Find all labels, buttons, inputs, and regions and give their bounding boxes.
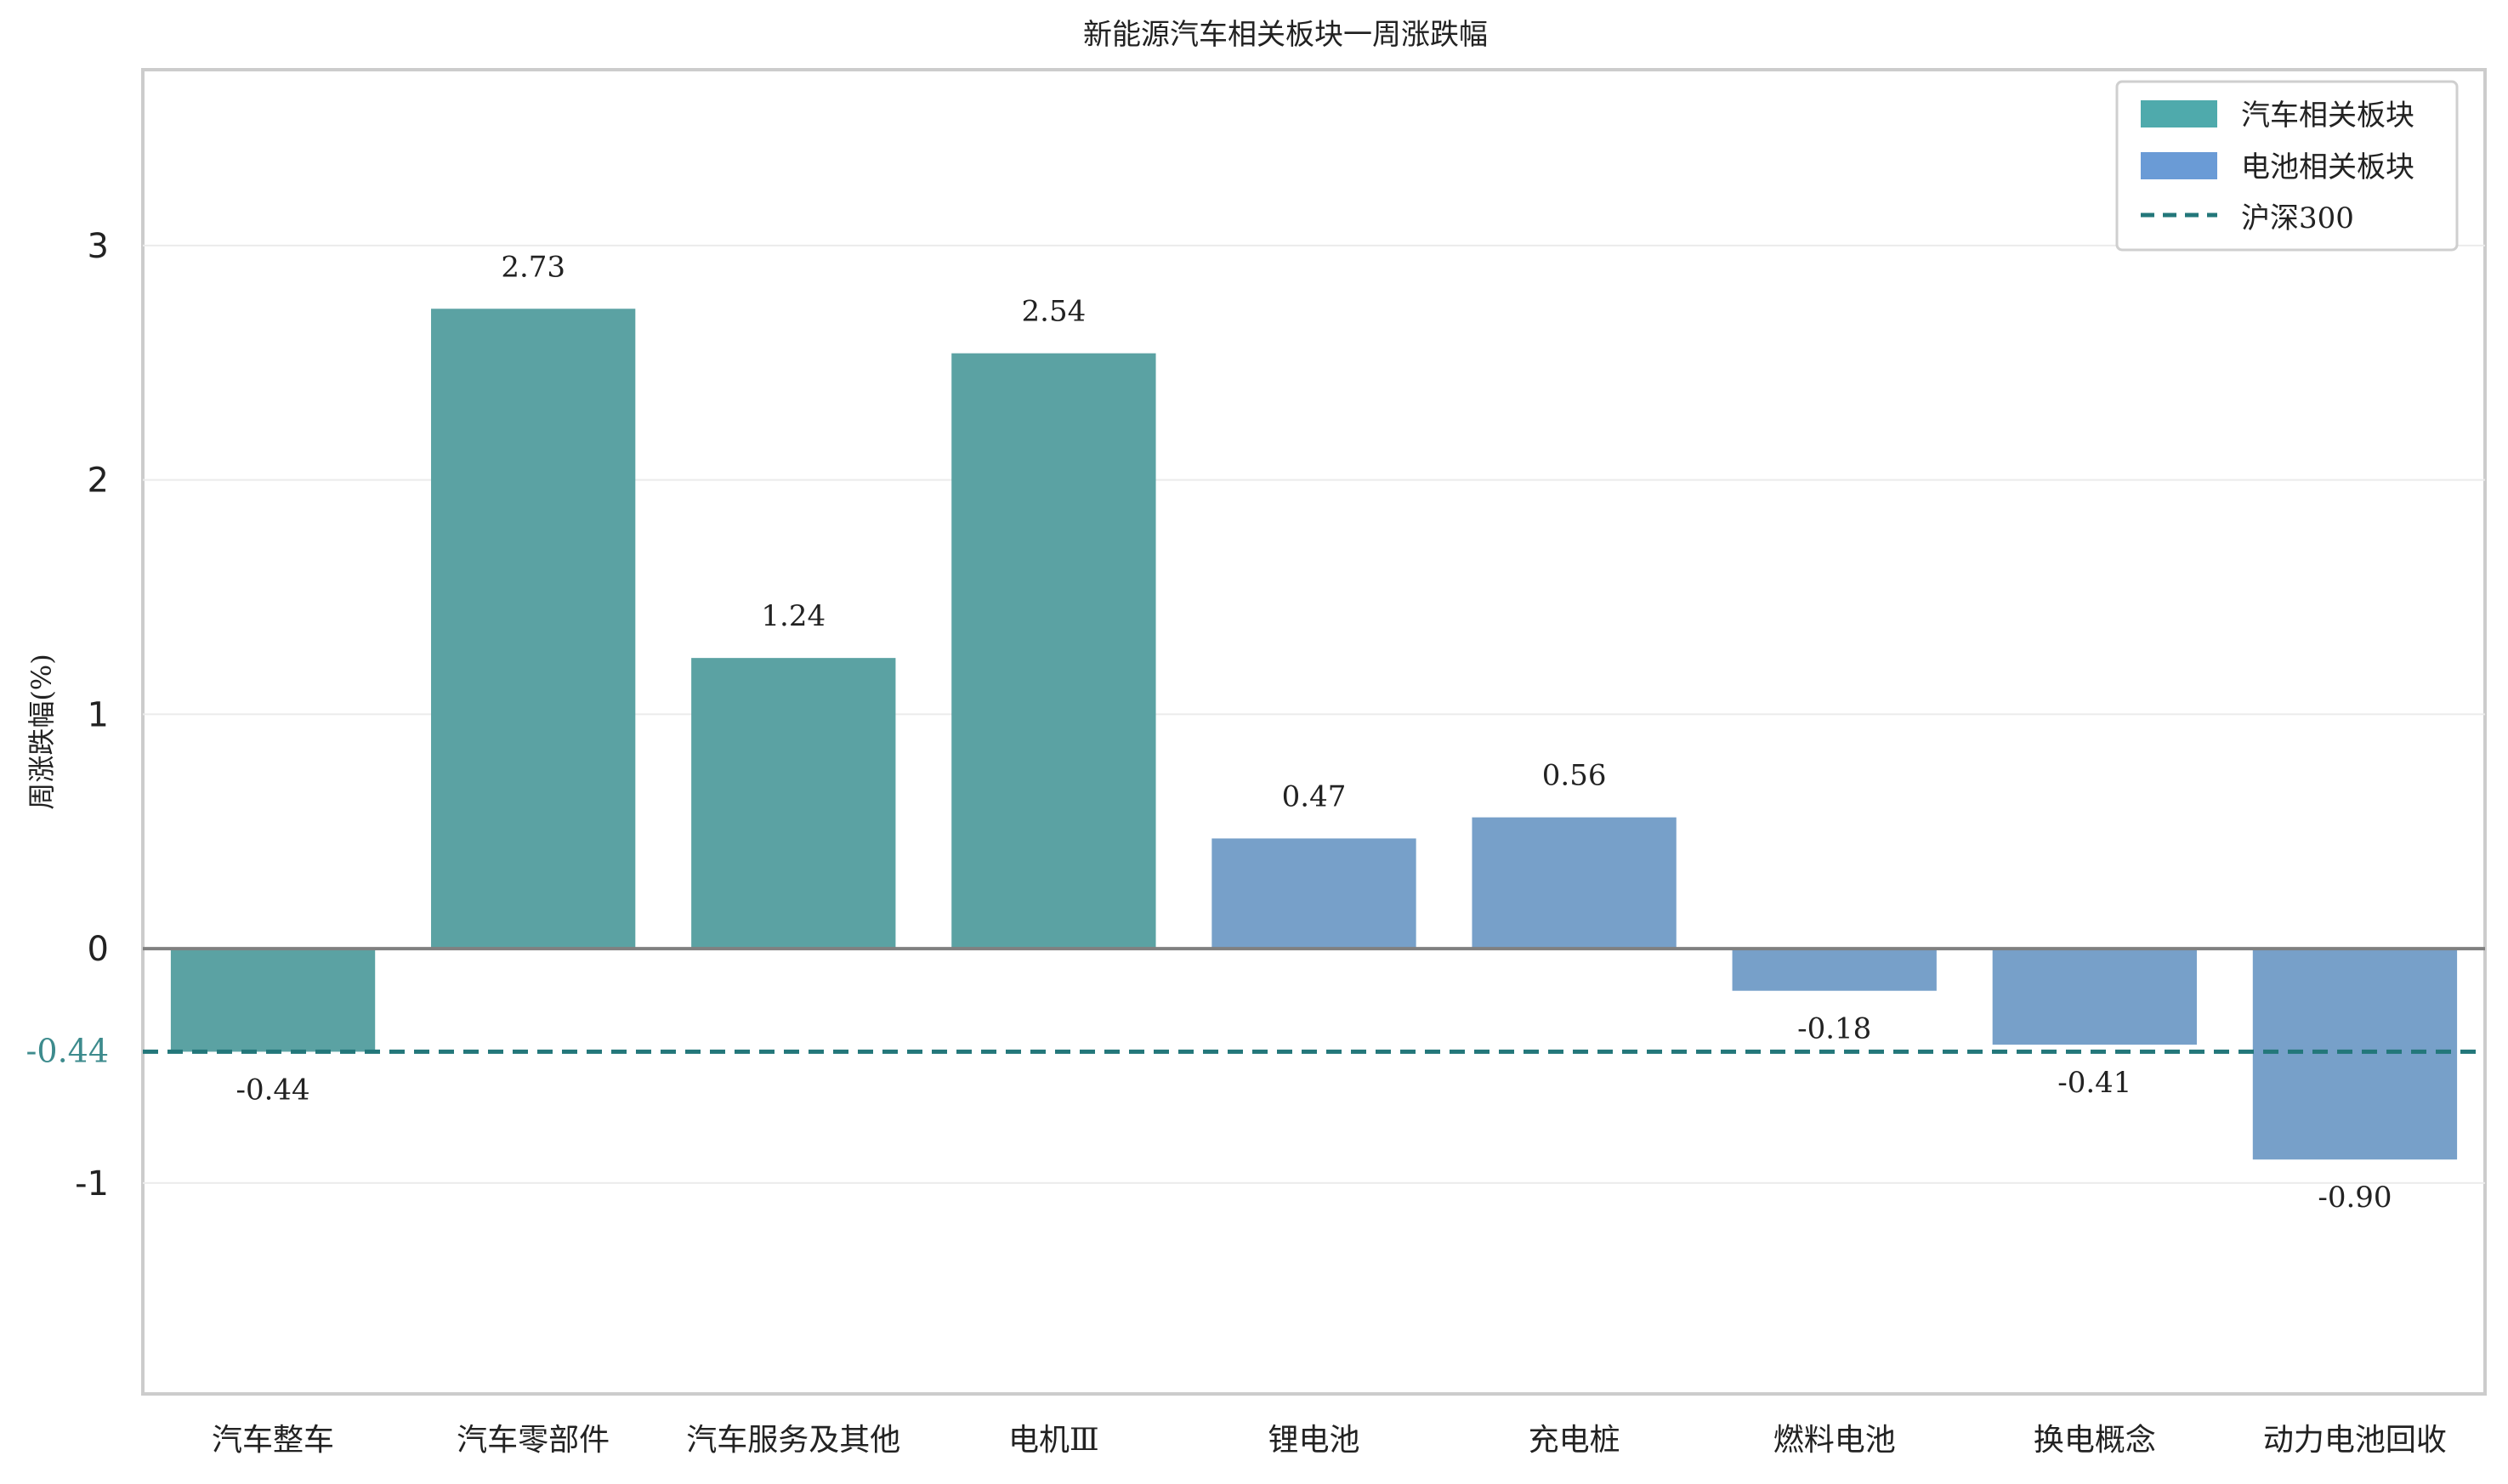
y-tick-label: 2 [88, 462, 109, 501]
legend-swatch-battery [2141, 152, 2217, 179]
bar-9 [2252, 949, 2458, 1160]
chart-title: 新能源汽车相关板块一周涨跌幅 [1083, 18, 1488, 52]
x-axis-ticks: 汽车整车 汽车零部件 汽车服务及其他 电机Ⅲ 锂电池 充电桩 燃料电池 换电概念 动力电池回收 [212, 1423, 2447, 1458]
legend-swatch-auto [2141, 100, 2217, 127]
x-tick-label: 换电概念 [2034, 1423, 2156, 1458]
legend-label-reference: 沪深300 [2241, 201, 2354, 235]
bar-3 [691, 658, 896, 949]
legend: 汽车相关板块 电池相关板块 沪深300 [2115, 80, 2459, 252]
x-tick-label: 汽车服务及其他 [686, 1423, 900, 1458]
x-tick-label: 锂电池 [1268, 1423, 1359, 1458]
x-tick-label: 动力电池回收 [2263, 1423, 2447, 1458]
y-tick-label: 3 [88, 227, 109, 266]
bar-6 [1472, 817, 1677, 949]
x-tick-label: 汽车整车 [212, 1423, 334, 1458]
data-label: -0.44 [235, 1073, 309, 1107]
y-tick-label: -1 [75, 1164, 109, 1204]
data-label: -0.18 [1797, 1012, 1871, 1046]
data-label: 0.47 [1282, 779, 1347, 813]
data-label: 2.54 [1022, 295, 1087, 329]
x-tick-label: 电机Ⅲ [1008, 1423, 1099, 1458]
data-labels: -0.44 2.73 1.24 2.54 0.47 0.56 -0.18 -0.41 -0.90 [235, 250, 2392, 1215]
data-label: -0.41 [2057, 1066, 2131, 1100]
bars [170, 309, 2458, 1160]
plot-frame [141, 68, 2487, 1396]
bar-5 [1211, 838, 1416, 949]
data-label: 2.73 [501, 250, 565, 284]
legend-label-auto: 汽车相关板块 [2241, 99, 2414, 133]
y-axis-label: 周涨跌幅(%) [26, 654, 58, 809]
x-tick-label: 充电桩 [1529, 1423, 1620, 1458]
bar-8 [1992, 949, 2197, 1045]
reference-line: -0.44 [26, 1032, 2485, 1069]
data-label: 1.24 [761, 599, 826, 633]
bar-7 [1732, 949, 1937, 991]
bar-1 [170, 949, 376, 1052]
x-tick-label: 燃料电池 [1773, 1423, 1896, 1458]
y-tick-label: 1 [88, 695, 109, 734]
y-axis-ticks: -1 0 1 2 3 [75, 227, 109, 1204]
x-tick-label: 汽车零部件 [457, 1423, 610, 1458]
y-tick-label: 0 [88, 930, 109, 969]
data-label: -0.90 [2318, 1181, 2392, 1215]
legend-label-battery: 电池相关板块 [2241, 150, 2414, 184]
bar-4 [951, 353, 1156, 949]
data-label: 0.56 [1542, 759, 1607, 793]
bar-2 [431, 309, 636, 949]
reference-value-label: -0.44 [26, 1032, 109, 1069]
